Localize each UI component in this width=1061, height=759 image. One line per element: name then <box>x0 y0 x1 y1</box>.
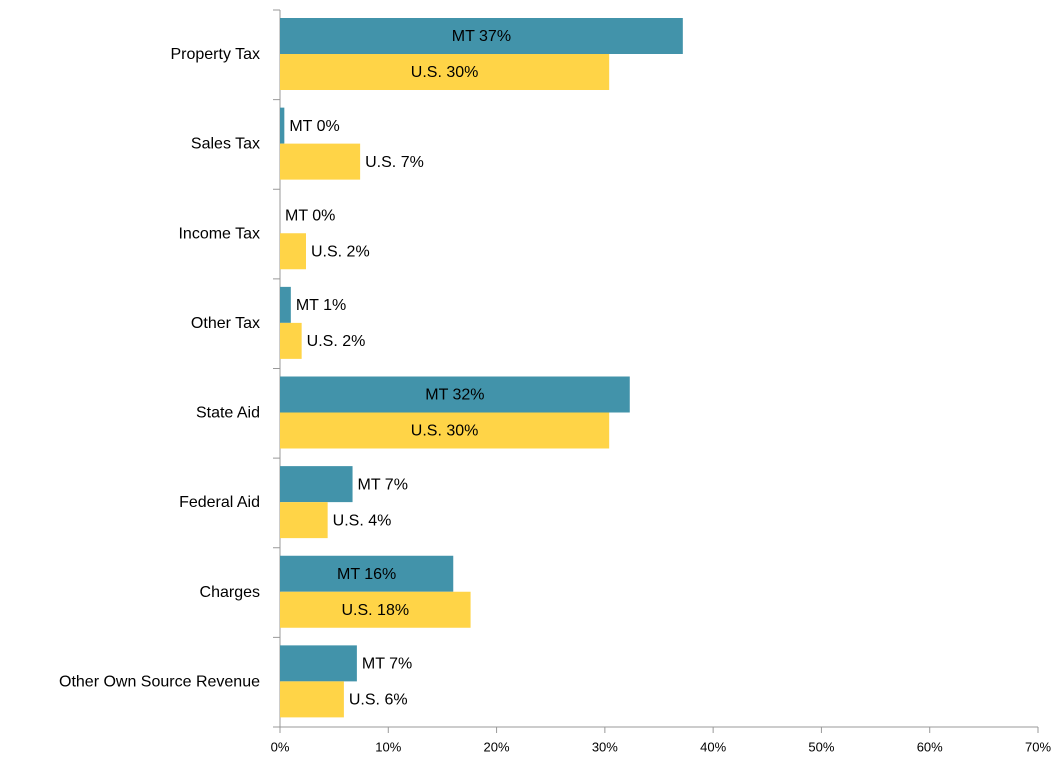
data-label: U.S. 30% <box>411 64 479 81</box>
category-label: Sales Tax <box>191 136 260 153</box>
x-tick-label: 0% <box>271 739 290 754</box>
data-label: U.S. 4% <box>333 512 392 529</box>
data-label: MT 16% <box>337 566 396 583</box>
bar <box>280 233 306 270</box>
category-label: Property Tax <box>170 46 260 63</box>
bar <box>280 412 610 449</box>
x-tick-label: 70% <box>1025 739 1051 754</box>
x-tick-label: 60% <box>917 739 943 754</box>
x-tick-label: 50% <box>808 739 834 754</box>
category-label: Income Tax <box>178 225 260 242</box>
x-tick-label: 30% <box>592 739 618 754</box>
x-tick-label: 40% <box>700 739 726 754</box>
bar <box>280 286 291 323</box>
bar <box>280 591 471 628</box>
bar <box>280 107 285 144</box>
bar <box>280 502 328 539</box>
data-label: U.S. 6% <box>349 692 408 709</box>
bar <box>280 322 302 359</box>
data-label: U.S. 18% <box>341 602 409 619</box>
data-label: U.S. 7% <box>365 154 424 171</box>
bar <box>280 54 610 90</box>
data-label: MT 7% <box>362 656 412 673</box>
data-label: U.S. 30% <box>411 423 479 440</box>
data-label: U.S. 2% <box>311 243 370 260</box>
data-label: MT 37% <box>452 28 511 45</box>
bar <box>280 18 683 54</box>
data-label: U.S. 2% <box>307 333 366 350</box>
category-label: Charges <box>200 584 260 601</box>
bar <box>280 143 361 180</box>
data-label: MT 1% <box>296 297 346 314</box>
x-tick-label: 10% <box>375 739 401 754</box>
category-label: Other Tax <box>191 315 260 332</box>
bar <box>280 555 454 592</box>
data-label: MT 7% <box>358 476 408 493</box>
data-label: MT 0% <box>285 207 335 224</box>
category-label: Federal Aid <box>179 494 260 511</box>
category-label: Other Own Source Revenue <box>59 673 260 690</box>
category-label: State Aid <box>196 405 260 422</box>
bar <box>280 645 357 682</box>
x-tick-label: 20% <box>484 739 510 754</box>
bar <box>280 466 353 503</box>
data-label: MT 32% <box>425 387 484 404</box>
bar <box>280 681 344 718</box>
bar <box>280 376 630 413</box>
data-label: MT 0% <box>289 118 339 135</box>
